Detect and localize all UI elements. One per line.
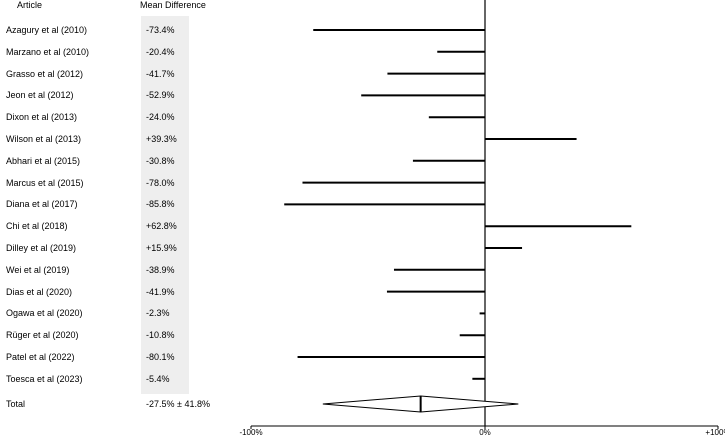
study-article-label: Grasso et al (2012) bbox=[6, 68, 84, 79]
study-mean-difference-label: +62.8% bbox=[146, 221, 177, 232]
x-axis-tick-label: -100% bbox=[239, 428, 262, 437]
study-mean-difference-label: -80.1% bbox=[146, 352, 175, 362]
study-table: Article Mean Difference Azagury et al (2… bbox=[0, 0, 230, 437]
study-mean-difference-label: -5.4% bbox=[146, 373, 170, 384]
study-mean-difference-label: -24.0% bbox=[146, 112, 175, 123]
study-mean-difference-label: -41.9% bbox=[146, 286, 175, 297]
study-article-label: Toesca et al (2023) bbox=[6, 373, 83, 384]
study-article-label: Dias et al (2020) bbox=[6, 286, 73, 297]
study-mean-difference-label: -85.8% bbox=[146, 199, 175, 210]
study-mean-difference-label: +15.9% bbox=[146, 243, 177, 253]
study-mean-difference-label: -20.4% bbox=[146, 46, 175, 57]
study-mean-difference-label: -73.4% bbox=[146, 25, 175, 35]
study-article-label: Marzano et al (2010) bbox=[6, 46, 90, 57]
total-label: Total bbox=[6, 399, 26, 409]
total-mean-difference-label: -27.5% ± 41.8% bbox=[146, 399, 210, 409]
study-mean-difference-label: -78.0% bbox=[146, 177, 175, 188]
study-mean-difference-label: -2.3% bbox=[146, 308, 170, 319]
study-mean-difference-label: -30.8% bbox=[146, 155, 175, 166]
study-article-label: Azagury et al (2010) bbox=[6, 25, 88, 35]
study-mean-difference-label: -52.9% bbox=[146, 90, 175, 101]
x-axis-tick-label: 0% bbox=[479, 428, 491, 437]
mean-difference-column-shade bbox=[141, 16, 189, 394]
study-article-label: Wei et al (2019) bbox=[6, 264, 70, 275]
study-article-label: Dilley et al (2019) bbox=[6, 243, 77, 253]
mean-difference-column-header: Mean Difference bbox=[140, 0, 206, 10]
study-article-label: Rüger et al (2020) bbox=[6, 330, 79, 341]
study-mean-difference-label: -38.9% bbox=[146, 264, 175, 275]
study-article-label: Marcus et al (2015) bbox=[6, 177, 84, 188]
x-axis-tick-label: +100% bbox=[705, 428, 725, 437]
study-article-label: Dixon et al (2013) bbox=[6, 112, 78, 123]
study-article-label: Patel et al (2022) bbox=[6, 352, 75, 362]
article-column-header: Article bbox=[17, 0, 43, 10]
study-mean-difference-label: +39.3% bbox=[146, 134, 177, 144]
study-article-label: Ogawa et al (2020) bbox=[6, 308, 83, 319]
study-article-label: Chi et al (2018) bbox=[6, 221, 68, 232]
study-mean-difference-label: -41.7% bbox=[146, 68, 175, 79]
study-mean-difference-label: -10.8% bbox=[146, 330, 175, 341]
study-article-label: Jeon et al (2012) bbox=[6, 90, 74, 101]
study-article-label: Diana et al (2017) bbox=[6, 199, 78, 210]
study-article-label: Wilson et al (2013) bbox=[6, 134, 82, 144]
study-article-label: Abhari et al (2015) bbox=[6, 155, 81, 166]
